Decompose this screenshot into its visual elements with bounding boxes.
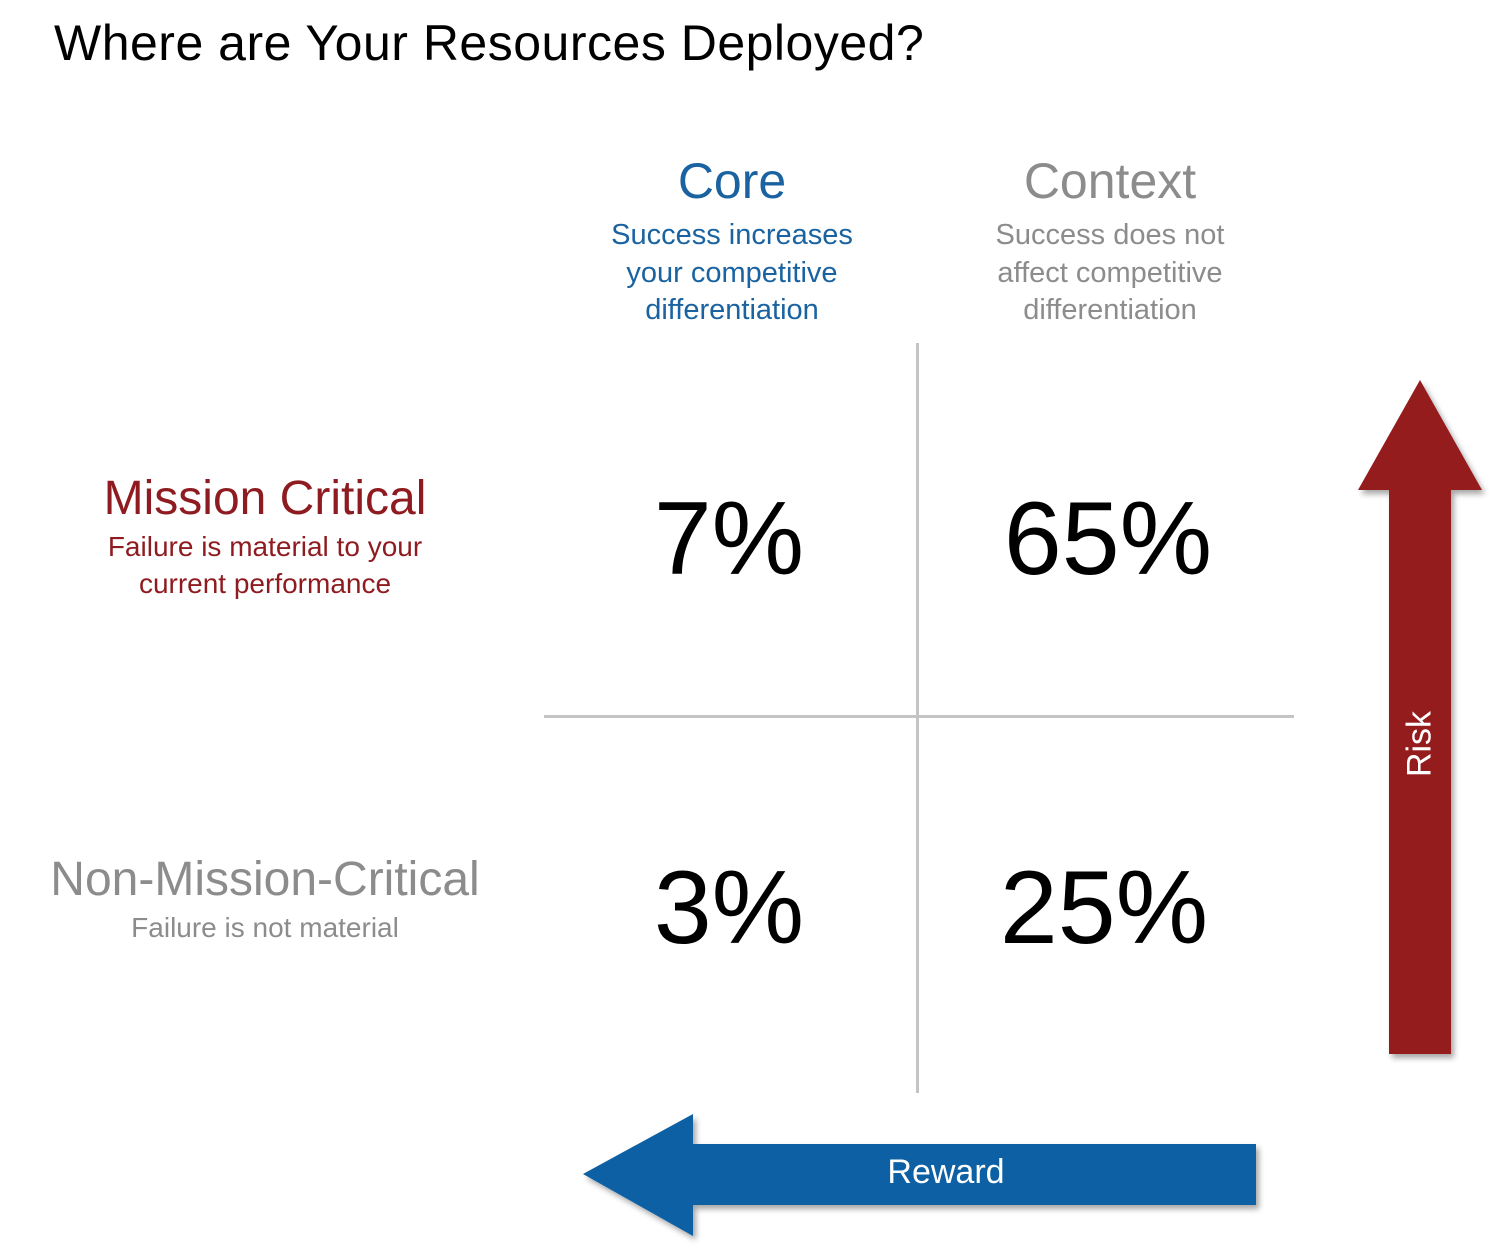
column-header-core: Core Success increases your competitive … <box>542 153 922 330</box>
cell-non-mission-critical-context: 25% <box>999 850 1209 966</box>
core-description-line: Success increases <box>611 219 853 251</box>
non-mission-critical-description-line: Failure is not material <box>131 912 399 943</box>
mission-critical-description: Failure is material to your current perf… <box>0 528 530 602</box>
reward-arrow <box>583 1114 1256 1236</box>
core-description: Success increases your competitive diffe… <box>542 217 922 330</box>
context-description-line: differentiation <box>1023 294 1197 326</box>
mission-critical-description-line: current performance <box>138 568 392 599</box>
context-description: Success does not affect competitive diff… <box>920 217 1300 330</box>
reward-label: Reward <box>887 1153 1005 1191</box>
core-description-line: differentiation <box>645 294 819 326</box>
core-description-line: your competitive <box>626 256 838 289</box>
cell-mission-critical-core: 7% <box>653 481 805 597</box>
grid-horizontal-divider <box>544 715 1294 718</box>
page-title: Where are Your Resources Deployed? <box>54 15 925 71</box>
column-header-context: Context Success does not affect competit… <box>920 153 1300 330</box>
grid-vertical-divider <box>916 343 919 1093</box>
context-description-line: affect competitive <box>997 256 1223 289</box>
context-description-line: Success does not <box>995 219 1225 251</box>
non-mission-critical-description: Failure is not material <box>0 909 530 946</box>
risk-arrow <box>1358 380 1482 1054</box>
context-heading: Context <box>1023 153 1197 209</box>
mission-critical-description-line: Failure is material to your <box>107 531 423 562</box>
cell-non-mission-critical-core: 3% <box>653 850 805 966</box>
risk-label: Risk <box>1400 710 1439 778</box>
row-header-non-mission-critical: Non-Mission-Critical Failure is not mate… <box>0 853 530 946</box>
mission-critical-heading: Mission Critical <box>103 472 427 525</box>
row-header-mission-critical: Mission Critical Failure is material to … <box>0 472 530 602</box>
cell-mission-critical-context: 65% <box>1003 481 1213 597</box>
non-mission-critical-heading: Non-Mission-Critical <box>50 853 480 906</box>
core-heading: Core <box>677 153 787 209</box>
